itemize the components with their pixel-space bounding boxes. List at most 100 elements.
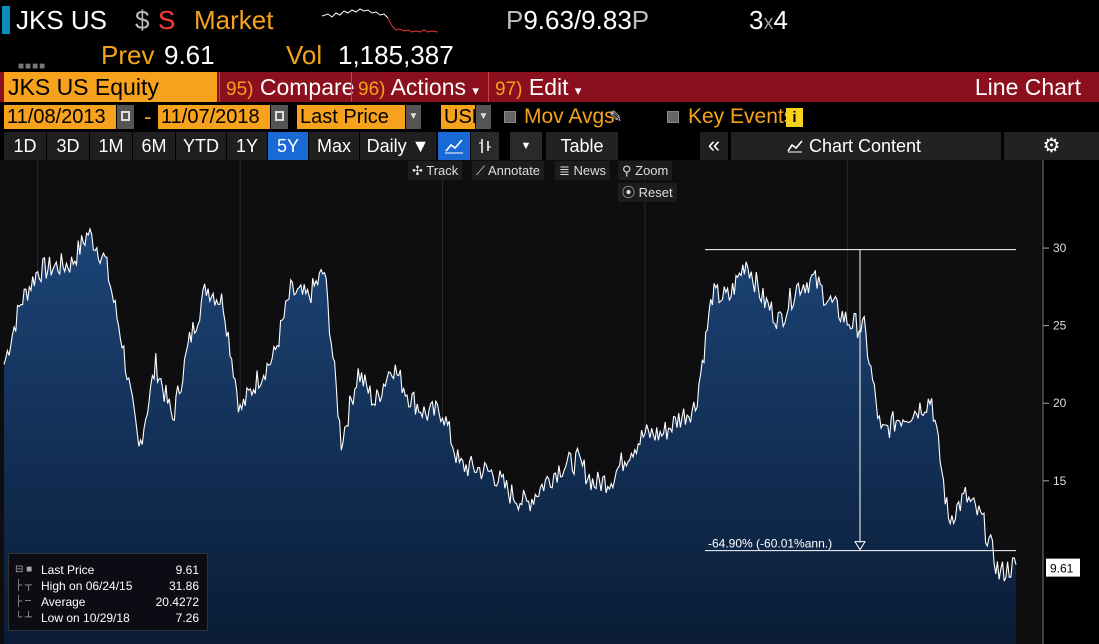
chart-content-icon [787, 140, 803, 153]
legend-label: Average [41, 595, 86, 609]
key-events-checkbox[interactable] [667, 111, 679, 123]
chart-controls: 11/08/2013 - 11/07/2018 Last Price ▼ USD… [0, 104, 1099, 130]
bid-prefix: P [506, 5, 524, 35]
volume-value: 1,185,387 [338, 40, 454, 70]
quote-summary: ■■■■ Prev 9.61 Vol 1,185,387 [0, 40, 1099, 72]
period-max-button[interactable]: Max [309, 132, 359, 160]
calendar-icon[interactable] [117, 105, 134, 129]
legend-label: Low on 10/29/18 [41, 611, 130, 625]
actions-menu[interactable]: 96) Actions ▾ [351, 72, 487, 102]
y-tick-label: 20 [1053, 396, 1067, 410]
y-tick-label: 25 [1053, 319, 1067, 333]
currency-selector[interactable]: USD [441, 105, 486, 129]
chevron-down-icon[interactable]: ▼ [476, 105, 491, 129]
period-5y-button[interactable]: 5Y [268, 132, 308, 160]
bid-ask-quote: P9.63/9.83P [506, 4, 649, 36]
bid-ask-value: 9.63/9.83 [523, 5, 632, 35]
legend-item[interactable]: ⊟ ■ Last Price 9.61 [9, 562, 207, 578]
legend-label: High on 06/24/15 [41, 579, 133, 593]
mov-avgs-checkbox[interactable] [504, 111, 516, 123]
y-tick-label: 15 [1053, 474, 1067, 488]
mov-avgs-label[interactable]: Mov Avgs [524, 105, 615, 128]
line-chart-icon[interactable] [438, 132, 470, 160]
period-6m-button[interactable]: 6M [133, 132, 175, 160]
annotation-arrowhead [854, 541, 866, 551]
legend-item[interactable]: └ ┴ Low on 10/29/18 7.26 [9, 610, 207, 626]
chart-type-title: Line Chart [974, 74, 1081, 100]
grid-x: x [763, 12, 774, 34]
security-field[interactable]: JKS US Equity [4, 72, 217, 102]
chevron-down-icon[interactable]: ▼ [406, 105, 421, 129]
period-3d-button[interactable]: 3D [47, 132, 89, 160]
collapse-panel-icon[interactable]: « [700, 132, 728, 160]
legend-label: Last Price [41, 563, 95, 577]
chart-legend: ⊟ ■ Last Price 9.61 ├ ┬ High on 06/24/15… [8, 553, 208, 631]
frequency-selector[interactable]: Daily ▼ [360, 132, 436, 160]
price-line [3, 226, 1017, 582]
period-1y-button[interactable]: 1Y [227, 132, 267, 160]
news-button[interactable]: ≣ News [555, 161, 611, 180]
period-selector: 1D 3D 1M 6M YTD 1Y 5Y Max Daily ▼ ▼ Tabl… [0, 132, 1099, 160]
annotate-button[interactable]: ⟋ Annotate [472, 161, 545, 180]
legend-item[interactable]: ├ ╌ Average 20.4272 [9, 594, 207, 610]
last-price-label: 9.61 [1046, 558, 1080, 577]
last-price-box [1046, 558, 1080, 577]
source-indicator: S [158, 5, 176, 35]
volume-label: Vol [286, 40, 323, 70]
prev-label: Prev [101, 40, 155, 70]
legend-value: 20.4272 [155, 595, 199, 609]
chart-style-dropdown[interactable]: ▼ [510, 132, 542, 160]
last-price-text: 9.61 [1050, 562, 1074, 576]
reset-button[interactable]: ⦿ Reset [618, 183, 677, 202]
compare-number: 95) [226, 79, 254, 100]
edit-caret-icon: ▾ [574, 83, 582, 98]
bid-ask-size: 3x4 [749, 4, 788, 39]
grid-cols: 4 [773, 5, 788, 35]
end-date-field[interactable]: 11/07/2018 [158, 105, 270, 129]
grid-rows: 3 [749, 5, 764, 35]
track-button[interactable]: ✣ Track [408, 161, 463, 180]
legend-item[interactable]: ├ ┬ High on 06/24/15 31.86 [9, 578, 207, 594]
ticker-accent-bar [2, 6, 10, 34]
period-1m-button[interactable]: 1M [90, 132, 132, 160]
legend-low-icon: └ ┴ [15, 612, 32, 623]
loading-dots-icon: ■■■■ [18, 61, 47, 72]
period-1d-button[interactable]: 1D [4, 132, 46, 160]
zoom-button[interactable]: ⚲ Zoom [618, 161, 673, 180]
currency-symbol: $ [135, 5, 150, 35]
compare-menu[interactable]: 95) Compare [219, 72, 354, 102]
change-annotation: -64.90% (-60.01%ann.) [705, 249, 1016, 552]
actions-label: Actions [390, 74, 467, 100]
key-events-label[interactable]: Key Events [688, 105, 795, 128]
table-button[interactable]: Table [546, 132, 618, 160]
ticker-symbol[interactable]: JKS US [16, 5, 108, 35]
info-icon[interactable]: i [786, 108, 803, 127]
y-tick-label: 30 [1053, 241, 1067, 255]
period-ytd-button[interactable]: YTD [176, 132, 226, 160]
y-axis: 15 20 25 30 [1043, 241, 1067, 488]
pencil-icon[interactable]: ✎ [609, 109, 623, 126]
intraday-sparkline [322, 8, 439, 33]
edit-label: Edit [528, 74, 569, 100]
legend-average-icon: ├ ╌ [15, 596, 31, 607]
compare-label: Compare [259, 74, 355, 100]
edit-number: 97) [495, 79, 523, 100]
actions-caret-icon: ▾ [472, 83, 479, 98]
start-date-field[interactable]: 11/08/2013 [4, 105, 116, 129]
date-separator: - [144, 104, 152, 129]
bar-chart-icon[interactable] [471, 132, 499, 160]
field-selector[interactable]: Last Price [297, 105, 405, 129]
prev-value: 9.61 [164, 40, 215, 70]
actions-number: 96) [358, 79, 386, 100]
legend-value: 31.86 [168, 579, 199, 593]
legend-high-icon: ├ ┬ [15, 580, 32, 591]
price-area [4, 228, 1016, 644]
edit-menu[interactable]: 97) Edit ▾ [488, 72, 588, 102]
chart-content-label: Chart Content [809, 136, 922, 156]
calendar-icon[interactable] [271, 105, 288, 129]
gear-icon[interactable]: ⚙ [1004, 132, 1099, 160]
legend-square-icon: ⊟ ■ [15, 564, 33, 575]
chart-content-button[interactable]: Chart Content [731, 132, 1001, 160]
legend-value: 7.26 [175, 611, 199, 625]
legend-value: 9.61 [175, 563, 199, 577]
